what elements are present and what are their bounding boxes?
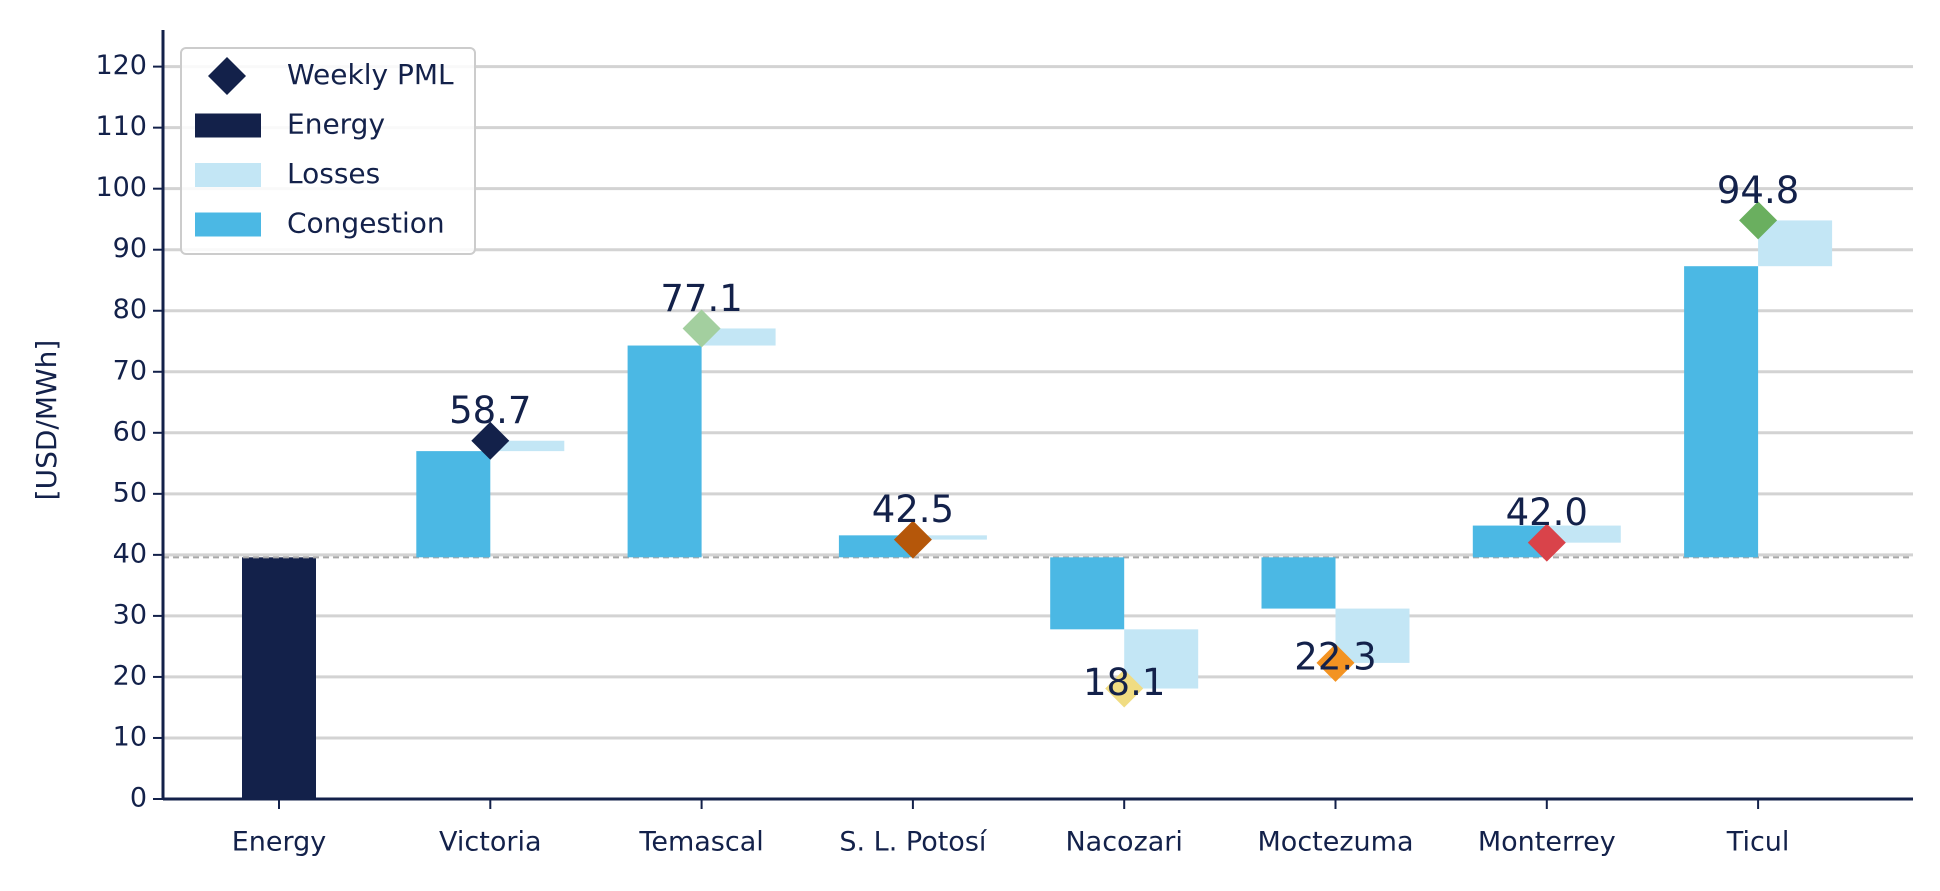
value-label: 94.8 xyxy=(1717,169,1799,212)
legend-label: Weekly PML xyxy=(287,58,454,91)
y-tick-label: 0 xyxy=(130,783,147,814)
congestion-bar xyxy=(627,345,702,558)
pml-marker xyxy=(1316,643,1355,682)
x-tick-label: Energy xyxy=(232,827,327,858)
y-axis-label: [USD/MWh] xyxy=(30,340,63,501)
pml-marker xyxy=(1739,201,1778,240)
losses-bar xyxy=(1546,525,1621,543)
losses-bar xyxy=(1124,629,1199,689)
y-tick-label: 100 xyxy=(95,172,147,203)
legend-swatch xyxy=(195,212,261,237)
x-tick-label: Moctezuma xyxy=(1258,827,1414,858)
y-tick-label: 110 xyxy=(95,111,147,142)
legend-label: Losses xyxy=(287,157,380,190)
congestion-bar xyxy=(1050,557,1125,630)
pml-marker xyxy=(471,421,510,460)
legend-label: Energy xyxy=(287,108,385,141)
y-tick-label: 20 xyxy=(113,660,147,691)
legend-swatch xyxy=(195,163,261,187)
x-tick-label: Nacozari xyxy=(1065,827,1182,858)
pml-marker xyxy=(1105,669,1144,708)
losses-bar xyxy=(1758,220,1833,267)
value-label: 42.0 xyxy=(1506,491,1588,534)
y-tick-label: 60 xyxy=(113,416,147,447)
value-label: 22.3 xyxy=(1294,635,1376,678)
y-tick-label: 10 xyxy=(113,721,147,752)
congestion-bar xyxy=(1261,557,1336,609)
pml-marker xyxy=(893,520,932,559)
losses-bar xyxy=(912,535,987,540)
x-tick-label: Victoria xyxy=(439,827,541,858)
x-tick-label: Temascal xyxy=(638,827,763,858)
congestion-bar xyxy=(838,535,913,558)
losses-bar xyxy=(701,328,776,346)
value-label: 18.1 xyxy=(1083,661,1165,704)
y-tick-label: 120 xyxy=(95,50,147,81)
pml-marker xyxy=(682,309,721,348)
legend-swatch xyxy=(195,113,261,138)
losses-bar xyxy=(1335,608,1410,663)
legend-marker xyxy=(208,57,246,95)
congestion-bar xyxy=(1684,266,1759,558)
congestion-bar xyxy=(416,451,491,558)
y-tick-label: 80 xyxy=(113,294,147,325)
energy-bar xyxy=(242,557,316,799)
value-label: 77.1 xyxy=(660,277,742,320)
legend-frame xyxy=(180,47,476,255)
y-tick-label: 50 xyxy=(113,477,147,508)
x-tick-label: Ticul xyxy=(1726,827,1790,858)
losses-bar xyxy=(490,440,565,452)
value-label: 58.7 xyxy=(449,389,531,432)
y-tick-label: 90 xyxy=(113,233,147,264)
pml-marker xyxy=(1527,523,1566,562)
legend: Weekly PML Energy Losses Congestion xyxy=(180,47,476,255)
y-tick-label: 70 xyxy=(113,355,147,386)
x-tick-label: Monterrey xyxy=(1478,827,1616,858)
value-label: 42.5 xyxy=(872,488,954,531)
legend-label: Congestion xyxy=(287,207,445,240)
x-tick-label: S. L. Potosí xyxy=(839,827,988,858)
y-tick-label: 30 xyxy=(113,599,147,630)
y-tick-label: 40 xyxy=(113,538,147,569)
